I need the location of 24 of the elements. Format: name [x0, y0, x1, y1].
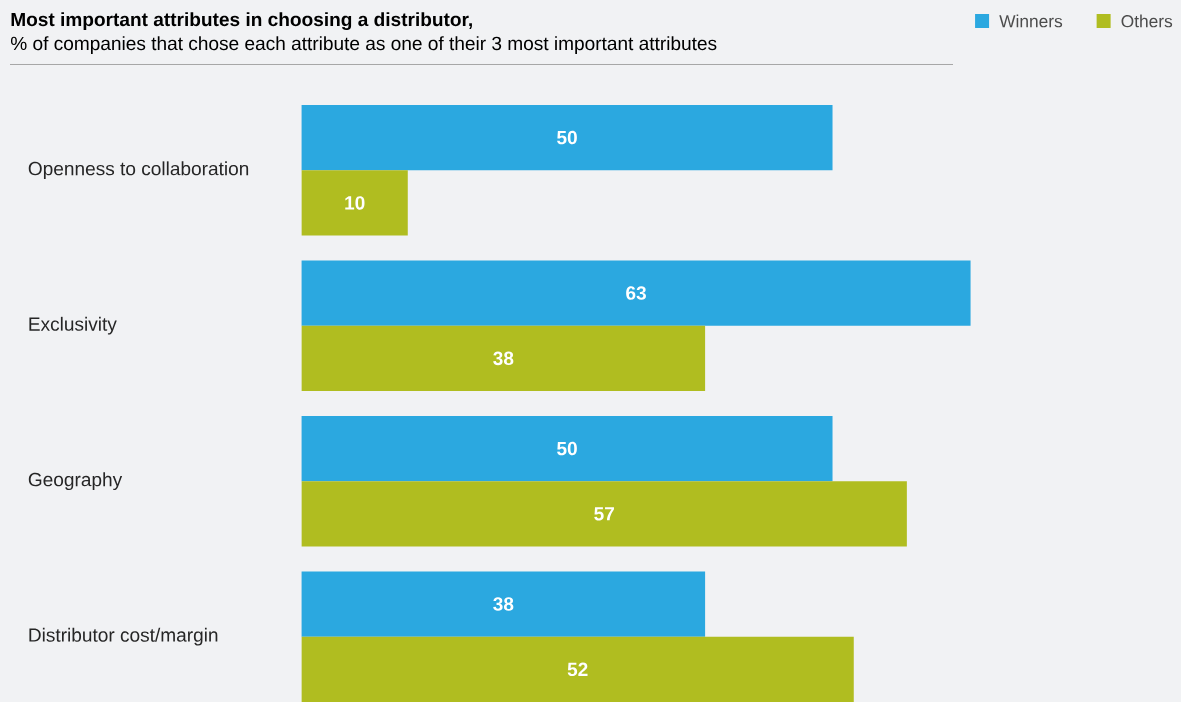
bar	[301, 636, 854, 702]
bar	[301, 104, 833, 171]
bar	[301, 260, 971, 326]
legend-label: Winners	[999, 14, 1063, 28]
chart-title: Most important attributes in choosing a distributor,	[11, 12, 472, 31]
chart-subtitle: % of companies that chose each attribute as one of their 3 most important attributes	[10, 36, 717, 54]
bar	[301, 170, 408, 236]
bar	[301, 481, 907, 547]
data-label: 52	[567, 662, 588, 677]
y-tick-label: Openness to collaboration	[28, 161, 249, 180]
bar	[301, 571, 706, 637]
y-tick-label: Geography	[28, 472, 123, 491]
bar	[301, 325, 706, 392]
data-label: 10	[345, 196, 365, 210]
y-tick-label: Exclusivity	[29, 316, 117, 335]
data-label: 38	[493, 597, 514, 611]
data-label: 63	[626, 286, 646, 300]
legend-label: Others	[1121, 14, 1173, 28]
data-label: 38	[493, 351, 514, 366]
data-label: 50	[557, 130, 577, 145]
y-tick-label: Distributor cost/margin	[29, 627, 218, 646]
data-label: 50	[557, 441, 577, 456]
bar	[301, 415, 833, 482]
data-label: 57	[594, 507, 614, 521]
